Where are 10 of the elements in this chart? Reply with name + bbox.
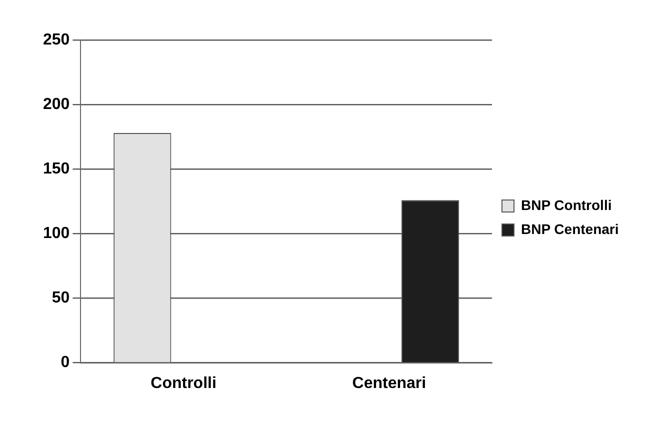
y-tick-label: 50 [52,290,70,307]
y-tick-label: 250 [42,31,70,48]
y-tick-label: 200 [42,96,70,113]
x-tick-label: Controlli [150,374,216,392]
y-tick-label: 100 [42,225,70,242]
y-tick-label: 0 [60,354,70,372]
legend-label: BNP Controlli [520,196,612,213]
x-tick-label: Centenari [352,374,426,392]
y-tick-label: 150 [42,160,70,178]
legend-label: BNP Centenari [520,220,619,237]
